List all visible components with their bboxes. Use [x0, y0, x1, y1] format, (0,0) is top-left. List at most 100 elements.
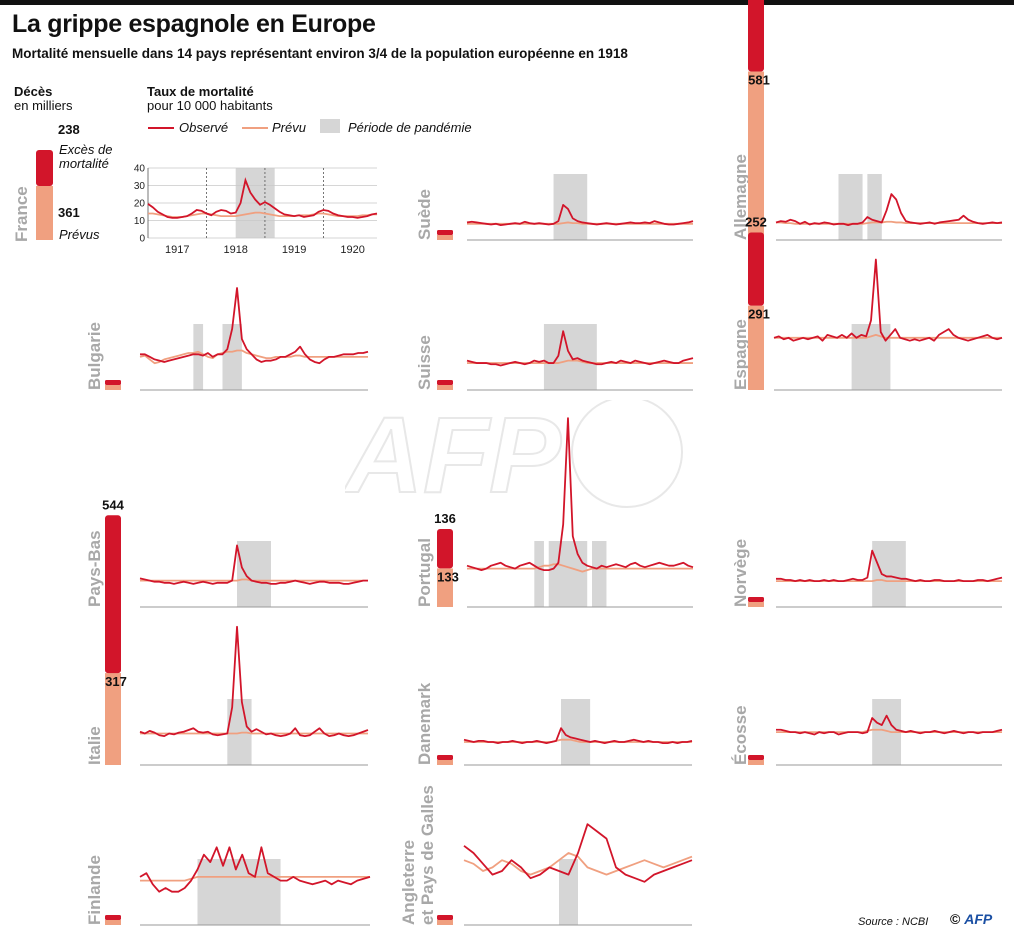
- country-label: France: [12, 186, 31, 242]
- country-panel-finlande: Finlande: [85, 846, 371, 926]
- expected-deaths-legend-label: Prévus: [59, 227, 100, 242]
- expected-deaths-bar: [437, 385, 453, 390]
- y-tick-label: 40: [134, 164, 146, 175]
- pandemic-band: [872, 541, 906, 607]
- country-label: Espagne: [731, 319, 750, 390]
- country-label: Suisse: [415, 335, 434, 390]
- observed-line: [776, 714, 1003, 736]
- credit: © AFP: [950, 911, 992, 927]
- country-label: Angleterreet Pays de Galles: [399, 785, 437, 925]
- observed-line: [773, 258, 1003, 342]
- observed-line: [466, 417, 694, 572]
- country-panel-pays-bas: Pays-Bas: [85, 530, 368, 608]
- country-panel-france: 0 10 20 30 40 1917 1918 1919 1920 France 238 361: [12, 122, 378, 256]
- observed-line: [139, 846, 371, 893]
- country-panel-bulgarie: Bulgarie: [85, 287, 369, 391]
- expected-deaths-label: 361: [58, 205, 80, 220]
- excess-deaths-bar: [748, 0, 764, 72]
- excess-deaths-label: 252: [745, 215, 767, 230]
- country-label: Pays-Bas: [85, 530, 104, 607]
- afp-watermark: AFP: [345, 400, 683, 510]
- top-rule: [0, 0, 1014, 5]
- country-label-line: et Pays de Galles: [418, 785, 437, 925]
- x-tick-label: 1920: [340, 244, 364, 256]
- country-label: Écosse: [731, 705, 750, 765]
- pandemic-band: [851, 324, 891, 390]
- observed-line: [776, 549, 1003, 583]
- expected-deaths-label: 581: [748, 73, 770, 88]
- observed-line: [463, 727, 693, 745]
- excess-deaths-bar: [437, 230, 453, 235]
- expected-deaths-bar: [105, 385, 121, 390]
- observed-line: [466, 203, 694, 227]
- excess-deaths-label: 544: [102, 497, 124, 512]
- copyright-symbol: ©: [950, 911, 961, 927]
- expected-deaths-bar: [105, 673, 121, 765]
- country-label: Bulgarie: [85, 322, 104, 390]
- country-label: Suède: [415, 189, 434, 240]
- excess-deaths-bar: [437, 915, 453, 920]
- y-tick-label: 0: [139, 234, 145, 245]
- x-tick-label: 1919: [282, 244, 306, 256]
- country-panel-suede: Suède: [415, 174, 694, 241]
- excess-deaths-bar: [748, 232, 764, 306]
- observed-line: [147, 177, 378, 219]
- expected-line: [467, 563, 693, 573]
- expected-deaths-bar: [105, 920, 121, 925]
- observed-line: [139, 544, 368, 585]
- expected-deaths-bar: [36, 186, 53, 240]
- x-tick-label: 1917: [165, 244, 189, 256]
- expected-deaths-label: 317: [105, 674, 127, 689]
- expected-deaths-bar: [437, 760, 453, 765]
- expected-deaths-bar: [748, 602, 764, 607]
- country-label: Portugal: [415, 538, 434, 607]
- excess-deaths-label: 136: [434, 511, 456, 526]
- rate-legend-unit: pour 10 000 habitants: [147, 98, 273, 113]
- excess-deaths-bar: [105, 380, 121, 385]
- pandemic-band: [543, 324, 597, 390]
- rate-legend-heading: Taux de mortalité: [147, 84, 254, 99]
- source-note: Source : NCBI: [858, 916, 929, 928]
- expected-deaths-bar: [748, 760, 764, 765]
- expected-legend-swatch: [242, 127, 268, 129]
- pandemic-band: [867, 174, 882, 240]
- deaths-legend-heading: Décès: [14, 84, 53, 99]
- excess-deaths-bar: [36, 150, 53, 186]
- y-tick-label: 20: [134, 199, 146, 210]
- expected-line: [776, 728, 1002, 733]
- watermark-text: AFP: [345, 400, 562, 510]
- expected-deaths-bar: [748, 305, 764, 390]
- excess-deaths-bar: [105, 915, 121, 920]
- observed-legend-swatch: [148, 127, 174, 129]
- expected-deaths-bar: [437, 568, 453, 607]
- y-tick-label: 30: [134, 181, 146, 192]
- observed-line: [463, 823, 693, 883]
- country-label: Finlande: [85, 855, 104, 925]
- watermark-circle: [571, 400, 683, 508]
- observed-line: [466, 330, 694, 367]
- expected-line: [463, 852, 693, 876]
- pandemic-band: [559, 859, 578, 925]
- pandemic-band: [197, 859, 281, 925]
- country-panel-norvege: Norvège: [731, 539, 1003, 608]
- excess-deaths-label: 238: [58, 122, 80, 137]
- observed-line: [140, 287, 369, 365]
- country-panel-espagne: Espagne 252 291: [731, 215, 1003, 391]
- observed-line: [139, 625, 369, 738]
- pandemic-band: [222, 324, 242, 390]
- country-label: Italie: [85, 726, 104, 765]
- x-tick-label: 1918: [223, 244, 247, 256]
- country-panel-italie: Italie 544 317: [85, 497, 369, 766]
- pandemic-band: [553, 174, 588, 240]
- deaths-legend-unit: en milliers: [14, 98, 73, 113]
- country-label: Allemagne: [731, 154, 750, 240]
- country-panel-danemark: Danemark: [415, 682, 693, 766]
- afp-logo: AFP: [964, 911, 993, 927]
- page-subtitle: Mortalité mensuelle dans 14 pays représe…: [12, 46, 628, 61]
- pandemic-band: [838, 174, 863, 240]
- pandemic-legend-swatch: [320, 119, 340, 133]
- expected-deaths-label: 133: [437, 569, 459, 584]
- excess-deaths-bar: [437, 755, 453, 760]
